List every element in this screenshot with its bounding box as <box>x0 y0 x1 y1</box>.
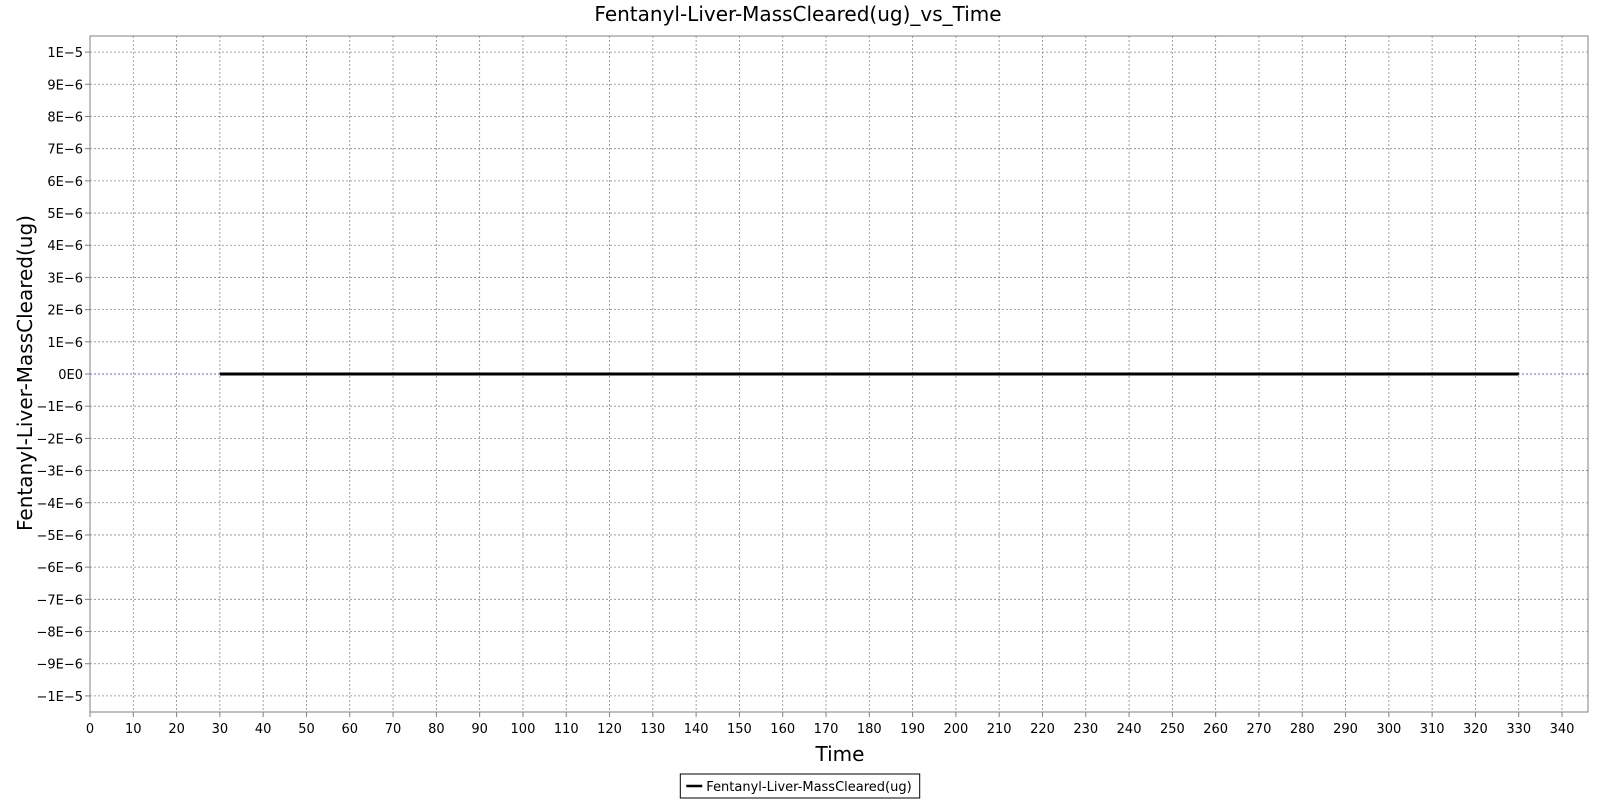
y-tick-label: 6E−6 <box>47 175 83 190</box>
y-axis-ticks: 1E−5 9E−6 8E−6 7E−6 6E−6 5E−6 4E−6 3E−6 2E−6 1E−6… <box>36 46 90 705</box>
x-tick-label: 70 <box>385 722 402 737</box>
y-tick-label: 3E−6 <box>47 271 83 286</box>
y-tick-label: 8E−6 <box>47 110 83 125</box>
x-tick-label: 0 <box>86 722 94 737</box>
x-tick-label: 240 <box>1117 722 1142 737</box>
x-tick-label: 100 <box>511 722 536 737</box>
y-tick-label: −1E−5 <box>36 690 83 705</box>
x-tick-label: 120 <box>597 722 622 737</box>
y-tick-label: 1E−5 <box>47 46 83 61</box>
x-tick-label: 10 <box>125 722 142 737</box>
y-tick-label: −4E−6 <box>36 497 83 512</box>
y-tick-label: −5E−6 <box>36 529 83 544</box>
x-tick-label: 280 <box>1290 722 1315 737</box>
legend-box <box>679 773 921 799</box>
legend: Fentanyl-Liver-MassCleared(ug) <box>679 773 921 799</box>
chart-title: Fentanyl-Liver-MassCleared(ug)_vs_Time <box>594 2 1001 26</box>
x-tick-label: 150 <box>727 722 752 737</box>
x-tick-label: 220 <box>1030 722 1055 737</box>
x-tick-label: 90 <box>471 722 488 737</box>
x-tick-label: 290 <box>1333 722 1358 737</box>
y-tick-label: −8E−6 <box>36 626 83 641</box>
x-axis-ticks: 0 10 20 30 40 50 60 70 80 90 100 110 120 130 140 150 160… <box>86 712 1575 737</box>
x-tick-label: 130 <box>640 722 665 737</box>
y-tick-label: 7E−6 <box>47 143 83 158</box>
x-tick-label: 300 <box>1376 722 1401 737</box>
y-tick-label: −1E−6 <box>36 400 83 415</box>
y-tick-label: −2E−6 <box>36 432 83 447</box>
x-tick-label: 250 <box>1160 722 1185 737</box>
y-tick-label: 1E−6 <box>47 336 83 351</box>
x-tick-label: 80 <box>428 722 445 737</box>
x-tick-label: 200 <box>943 722 968 737</box>
x-tick-label: 310 <box>1420 722 1445 737</box>
x-tick-label: 210 <box>987 722 1012 737</box>
x-tick-label: 60 <box>341 722 358 737</box>
x-tick-label: 320 <box>1463 722 1488 737</box>
x-tick-label: 260 <box>1203 722 1228 737</box>
x-tick-label: 40 <box>255 722 272 737</box>
x-tick-label: 170 <box>814 722 839 737</box>
x-tick-label: 270 <box>1247 722 1272 737</box>
x-tick-label: 190 <box>900 722 925 737</box>
y-tick-label: 5E−6 <box>47 207 83 222</box>
y-tick-label: 0E0 <box>58 368 83 383</box>
x-tick-label: 50 <box>298 722 315 737</box>
y-tick-label: 9E−6 <box>47 78 83 93</box>
y-axis-label: Fentanyl-Liver-MassCleared(ug) <box>13 215 37 531</box>
y-tick-label: −9E−6 <box>36 658 83 673</box>
y-tick-label: −6E−6 <box>36 561 83 576</box>
x-tick-label: 340 <box>1550 722 1575 737</box>
y-tick-label: −3E−6 <box>36 465 83 480</box>
x-tick-label: 180 <box>857 722 882 737</box>
x-tick-label: 330 <box>1506 722 1531 737</box>
y-tick-label: 4E−6 <box>47 239 83 254</box>
x-tick-label: 230 <box>1073 722 1098 737</box>
legend-label: Fentanyl-Liver-MassCleared(ug) <box>706 780 911 795</box>
y-tick-label: −7E−6 <box>36 593 83 608</box>
y-tick-label: 2E−6 <box>47 304 83 319</box>
x-tick-label: 30 <box>212 722 229 737</box>
x-tick-label: 140 <box>684 722 709 737</box>
x-tick-label: 20 <box>168 722 185 737</box>
x-tick-label: 160 <box>770 722 795 737</box>
x-axis-label: Time <box>815 742 865 766</box>
x-tick-label: 110 <box>554 722 579 737</box>
